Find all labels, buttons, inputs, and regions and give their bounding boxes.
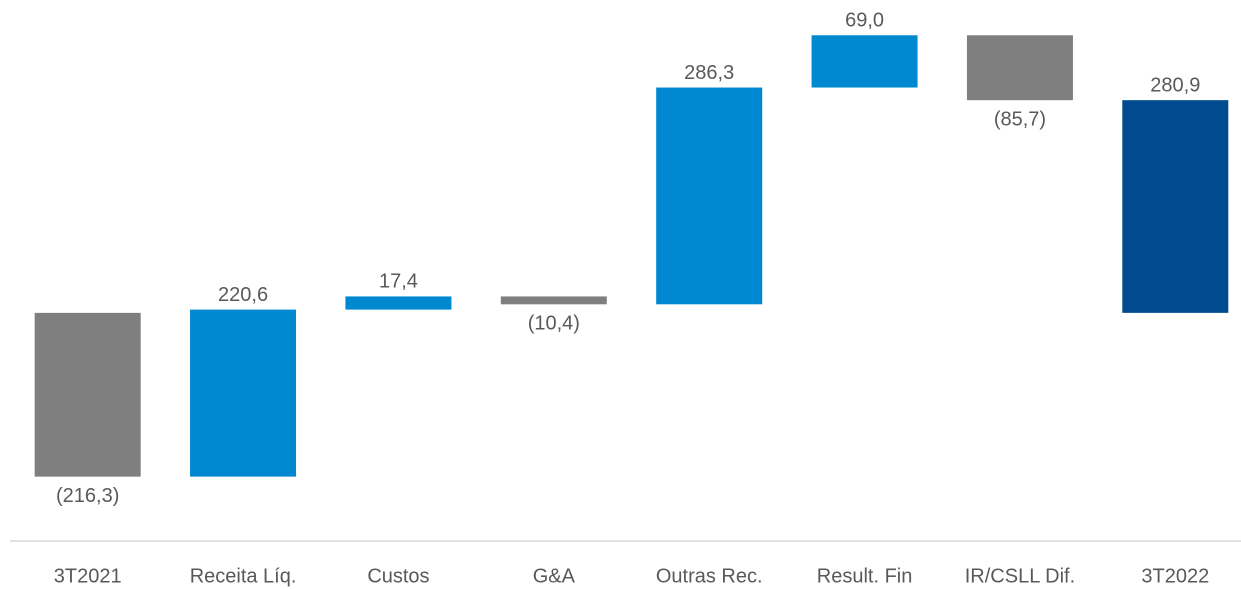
- bar: [345, 296, 452, 310]
- bar: [1122, 100, 1229, 313]
- value-label: 17,4: [379, 271, 418, 293]
- bar: [966, 35, 1073, 101]
- x-tick-label: Outras Rec.: [656, 565, 763, 587]
- bar: [34, 312, 141, 477]
- x-tick-label: Result. Fin: [817, 565, 913, 587]
- x-tick-label: Receita Líq.: [190, 565, 297, 587]
- value-label: (85,7): [994, 108, 1046, 130]
- x-tick-label: G&A: [533, 565, 576, 587]
- bar: [811, 35, 918, 88]
- value-label: (216,3): [56, 485, 119, 507]
- x-tick-label: 3T2021: [54, 565, 122, 587]
- value-label: 286,3: [684, 62, 734, 84]
- bar: [190, 309, 297, 477]
- value-label: 220,6: [218, 284, 268, 306]
- bar: [656, 87, 763, 305]
- bar: [500, 296, 607, 305]
- x-tick-label: IR/CSLL Dif.: [965, 565, 1075, 587]
- value-label: 280,9: [1150, 74, 1200, 96]
- x-tick-label: 3T2022: [1141, 565, 1209, 587]
- value-label: 69,0: [845, 10, 884, 32]
- x-tick-label: Custos: [367, 565, 429, 587]
- value-label: (10,4): [528, 313, 580, 335]
